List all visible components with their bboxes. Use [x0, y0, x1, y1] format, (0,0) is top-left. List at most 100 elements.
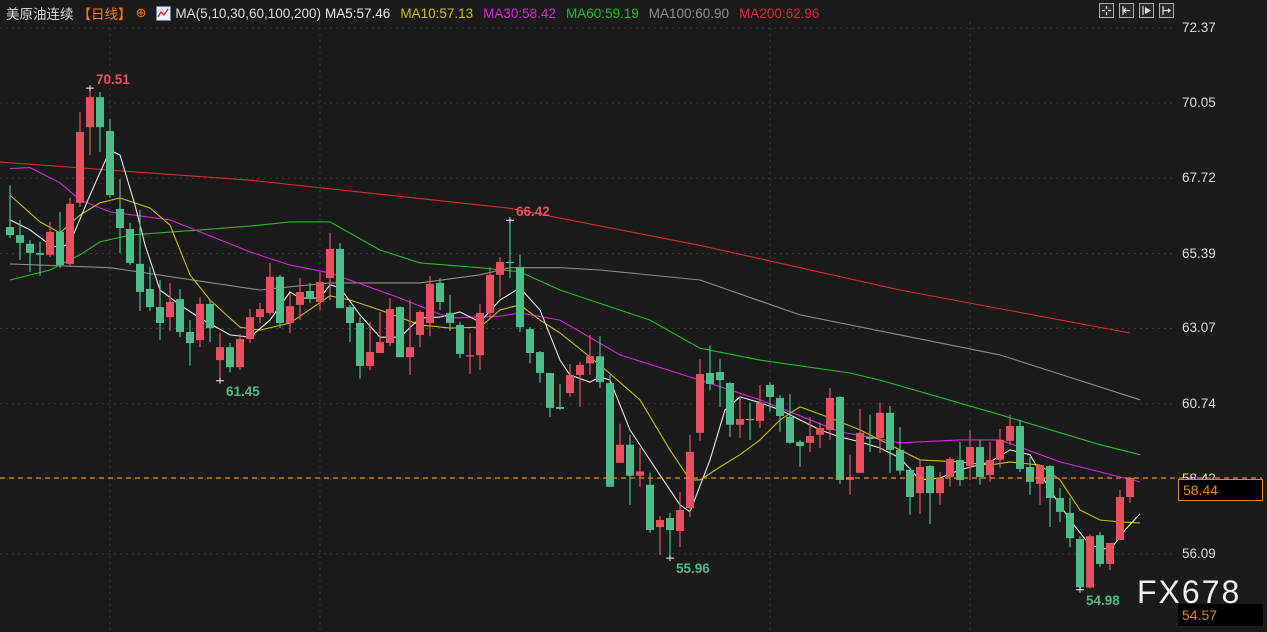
candle-body [1046, 466, 1054, 499]
candle-body [216, 347, 224, 361]
candle-body [706, 373, 714, 385]
candle [236, 333, 244, 371]
candle [486, 267, 494, 319]
candle [796, 439, 804, 467]
candle [976, 439, 984, 485]
candle-body [676, 509, 684, 531]
candle [36, 241, 44, 276]
extreme-marker [216, 377, 224, 384]
candle-body [556, 406, 564, 409]
candle [546, 373, 554, 417]
price-tick-label: 63.07 [1182, 320, 1216, 336]
candle-body [226, 347, 234, 368]
ma5-value: MA5:57.46 [325, 5, 391, 21]
candle [966, 429, 974, 480]
candle [1046, 465, 1054, 528]
instrument-title[interactable]: 美原油连续 [6, 7, 74, 22]
candle [926, 465, 934, 524]
candle [1076, 536, 1084, 590]
candle [776, 394, 784, 432]
candle [286, 292, 294, 333]
candle-body [976, 446, 984, 478]
candle [656, 516, 664, 555]
candle-body [1126, 478, 1134, 498]
crosshair-circle-icon[interactable]: ⊕ [135, 5, 147, 20]
candle [26, 239, 34, 272]
candle-body [176, 299, 184, 333]
candle-body [86, 97, 94, 128]
candle-body [616, 444, 624, 463]
candle-body [936, 478, 944, 494]
candle [896, 426, 904, 475]
extreme-marker [506, 217, 514, 224]
ma10-line [9, 194, 1141, 524]
candle [506, 220, 514, 279]
candle [116, 179, 124, 253]
candle-body [166, 301, 174, 318]
candle-body [286, 306, 294, 323]
candle-body [546, 373, 554, 408]
candle [196, 297, 204, 348]
candle-body [476, 312, 484, 356]
candle [216, 332, 224, 381]
play-icon[interactable] [1139, 3, 1154, 18]
candle [1126, 477, 1134, 503]
jump-end-icon[interactable] [1159, 3, 1174, 18]
candle [296, 278, 304, 321]
low-price-label: 55.96 [676, 561, 710, 576]
jump-start-icon[interactable] [1119, 3, 1134, 18]
candle-body [326, 248, 334, 279]
candle-body [486, 274, 494, 313]
candle [16, 219, 24, 260]
high-price-label: 70.51 [96, 72, 130, 87]
candle [916, 459, 924, 514]
candle [536, 351, 544, 383]
candle [496, 257, 504, 298]
candle [576, 361, 584, 407]
candle [946, 457, 954, 487]
candle-body [426, 283, 434, 323]
candle-body [1096, 535, 1104, 564]
candle [516, 254, 524, 333]
price-tick-label: 56.09 [1182, 545, 1216, 561]
candle [46, 221, 54, 258]
candle-body [536, 352, 544, 374]
extreme-marker [1076, 586, 1084, 593]
candle-body [1006, 426, 1014, 441]
candle [436, 278, 444, 311]
candle-body [46, 231, 54, 255]
candle-body [296, 291, 304, 305]
candle-body [1076, 539, 1084, 588]
period-label[interactable]: 【日线】 [77, 7, 132, 22]
ma30-value: MA30:58.42 [483, 5, 556, 21]
candle-body [586, 356, 594, 364]
candle-body [1036, 465, 1044, 484]
candle-body [646, 484, 654, 531]
candle [156, 280, 164, 341]
candle [1036, 465, 1044, 505]
crosshair-icon[interactable] [1099, 3, 1114, 18]
candle-body [416, 311, 424, 335]
candle [206, 300, 214, 343]
candle [936, 471, 944, 505]
candle [276, 274, 284, 329]
candle [646, 472, 654, 533]
candle [556, 384, 564, 410]
candle-body [906, 469, 914, 498]
indicator-label[interactable]: MA(5,10,30,60,100,200) [175, 5, 322, 21]
candle [866, 414, 874, 452]
candle-body [446, 312, 454, 323]
candle [66, 197, 74, 267]
candle-body [606, 383, 614, 487]
candle-body [526, 329, 534, 354]
candle [706, 345, 714, 391]
candle [696, 359, 704, 441]
chart-header: 美原油连续 【日线】 ⊕ MA(5,10,30,60,100,200) MA5:… [6, 4, 829, 22]
candle-body [776, 397, 784, 416]
candle [346, 304, 354, 343]
candle-body [316, 281, 324, 302]
candle-body [336, 248, 344, 309]
line-chart-icon[interactable] [156, 5, 172, 21]
ma60-value: MA60:59.19 [565, 5, 639, 21]
